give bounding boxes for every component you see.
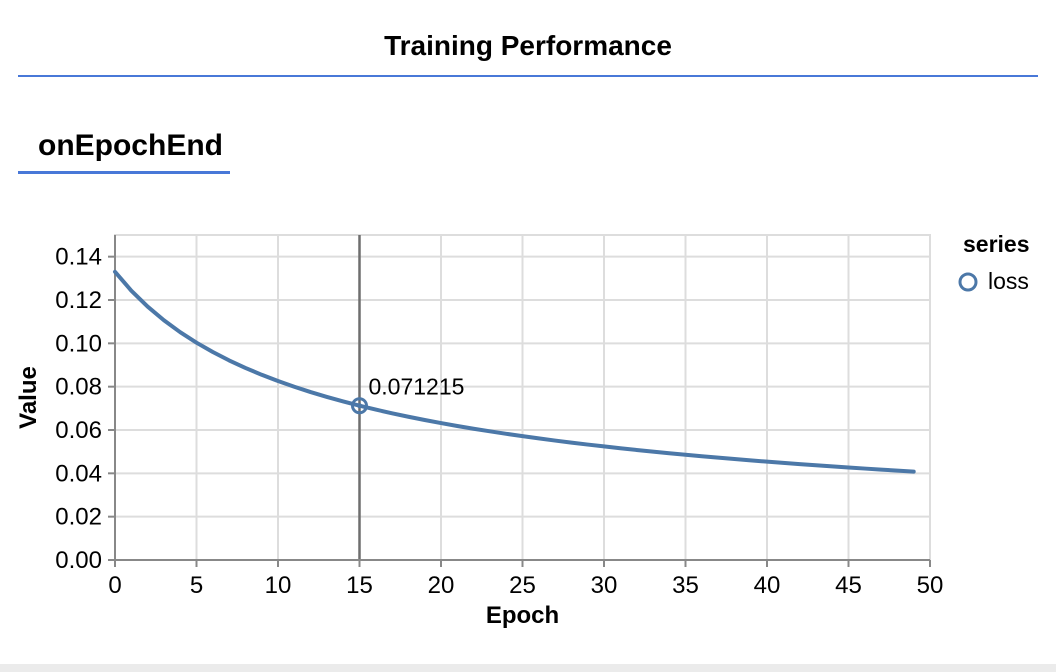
x-tick-label: 25 (509, 572, 536, 599)
x-tick-label: 45 (835, 572, 862, 599)
x-tick-label: 50 (917, 572, 944, 599)
y-tick-label: 0.12 (55, 287, 102, 314)
loss-curve (113, 269, 916, 474)
y-tick-label: 0.06 (55, 417, 102, 444)
section-heading-onepochend: onEpochEnd (38, 129, 223, 162)
point-marker-dot (357, 403, 362, 409)
loss-line-chart[interactable]: 0 5 10 15 20 25 30 35 40 45 50 0.00 0.02 0.04 0.06 0.08… (0, 225, 1056, 637)
x-axis-title: Epoch (486, 602, 559, 629)
page-title: Training Performance (384, 30, 672, 61)
x-tick-label: 35 (672, 572, 699, 599)
y-tick-label: 0.00 (55, 547, 102, 574)
chart-legend: series loss (957, 231, 1030, 295)
footer-strip (0, 664, 1056, 672)
y-tick-label: 0.08 (55, 374, 102, 401)
section-heading-underline (18, 171, 230, 174)
legend-item-loss: loss (957, 268, 1030, 295)
title-divider (18, 75, 1038, 77)
x-tick-label: 0 (108, 572, 121, 599)
y-tick-label: 0.10 (55, 330, 102, 357)
x-tick-label: 40 (754, 572, 781, 599)
legend-item-label: loss (988, 268, 1029, 294)
y-tick-label: 0.02 (55, 504, 102, 531)
point-marker[interactable] (351, 397, 368, 415)
x-tick-label: 5 (190, 572, 203, 599)
x-tick-label: 15 (346, 572, 373, 599)
x-tick-label: 30 (591, 572, 618, 599)
x-tick-label: 10 (265, 572, 292, 599)
y-tick-label: 0.14 (55, 244, 102, 271)
y-tick-label: 0.04 (55, 460, 102, 487)
y-axis-title: Value (15, 366, 42, 429)
circle-outline-icon (958, 272, 978, 291)
tooltip-value: 0.071215 (369, 374, 465, 400)
legend-title: series (963, 231, 1030, 257)
x-tick-label: 20 (428, 572, 455, 599)
